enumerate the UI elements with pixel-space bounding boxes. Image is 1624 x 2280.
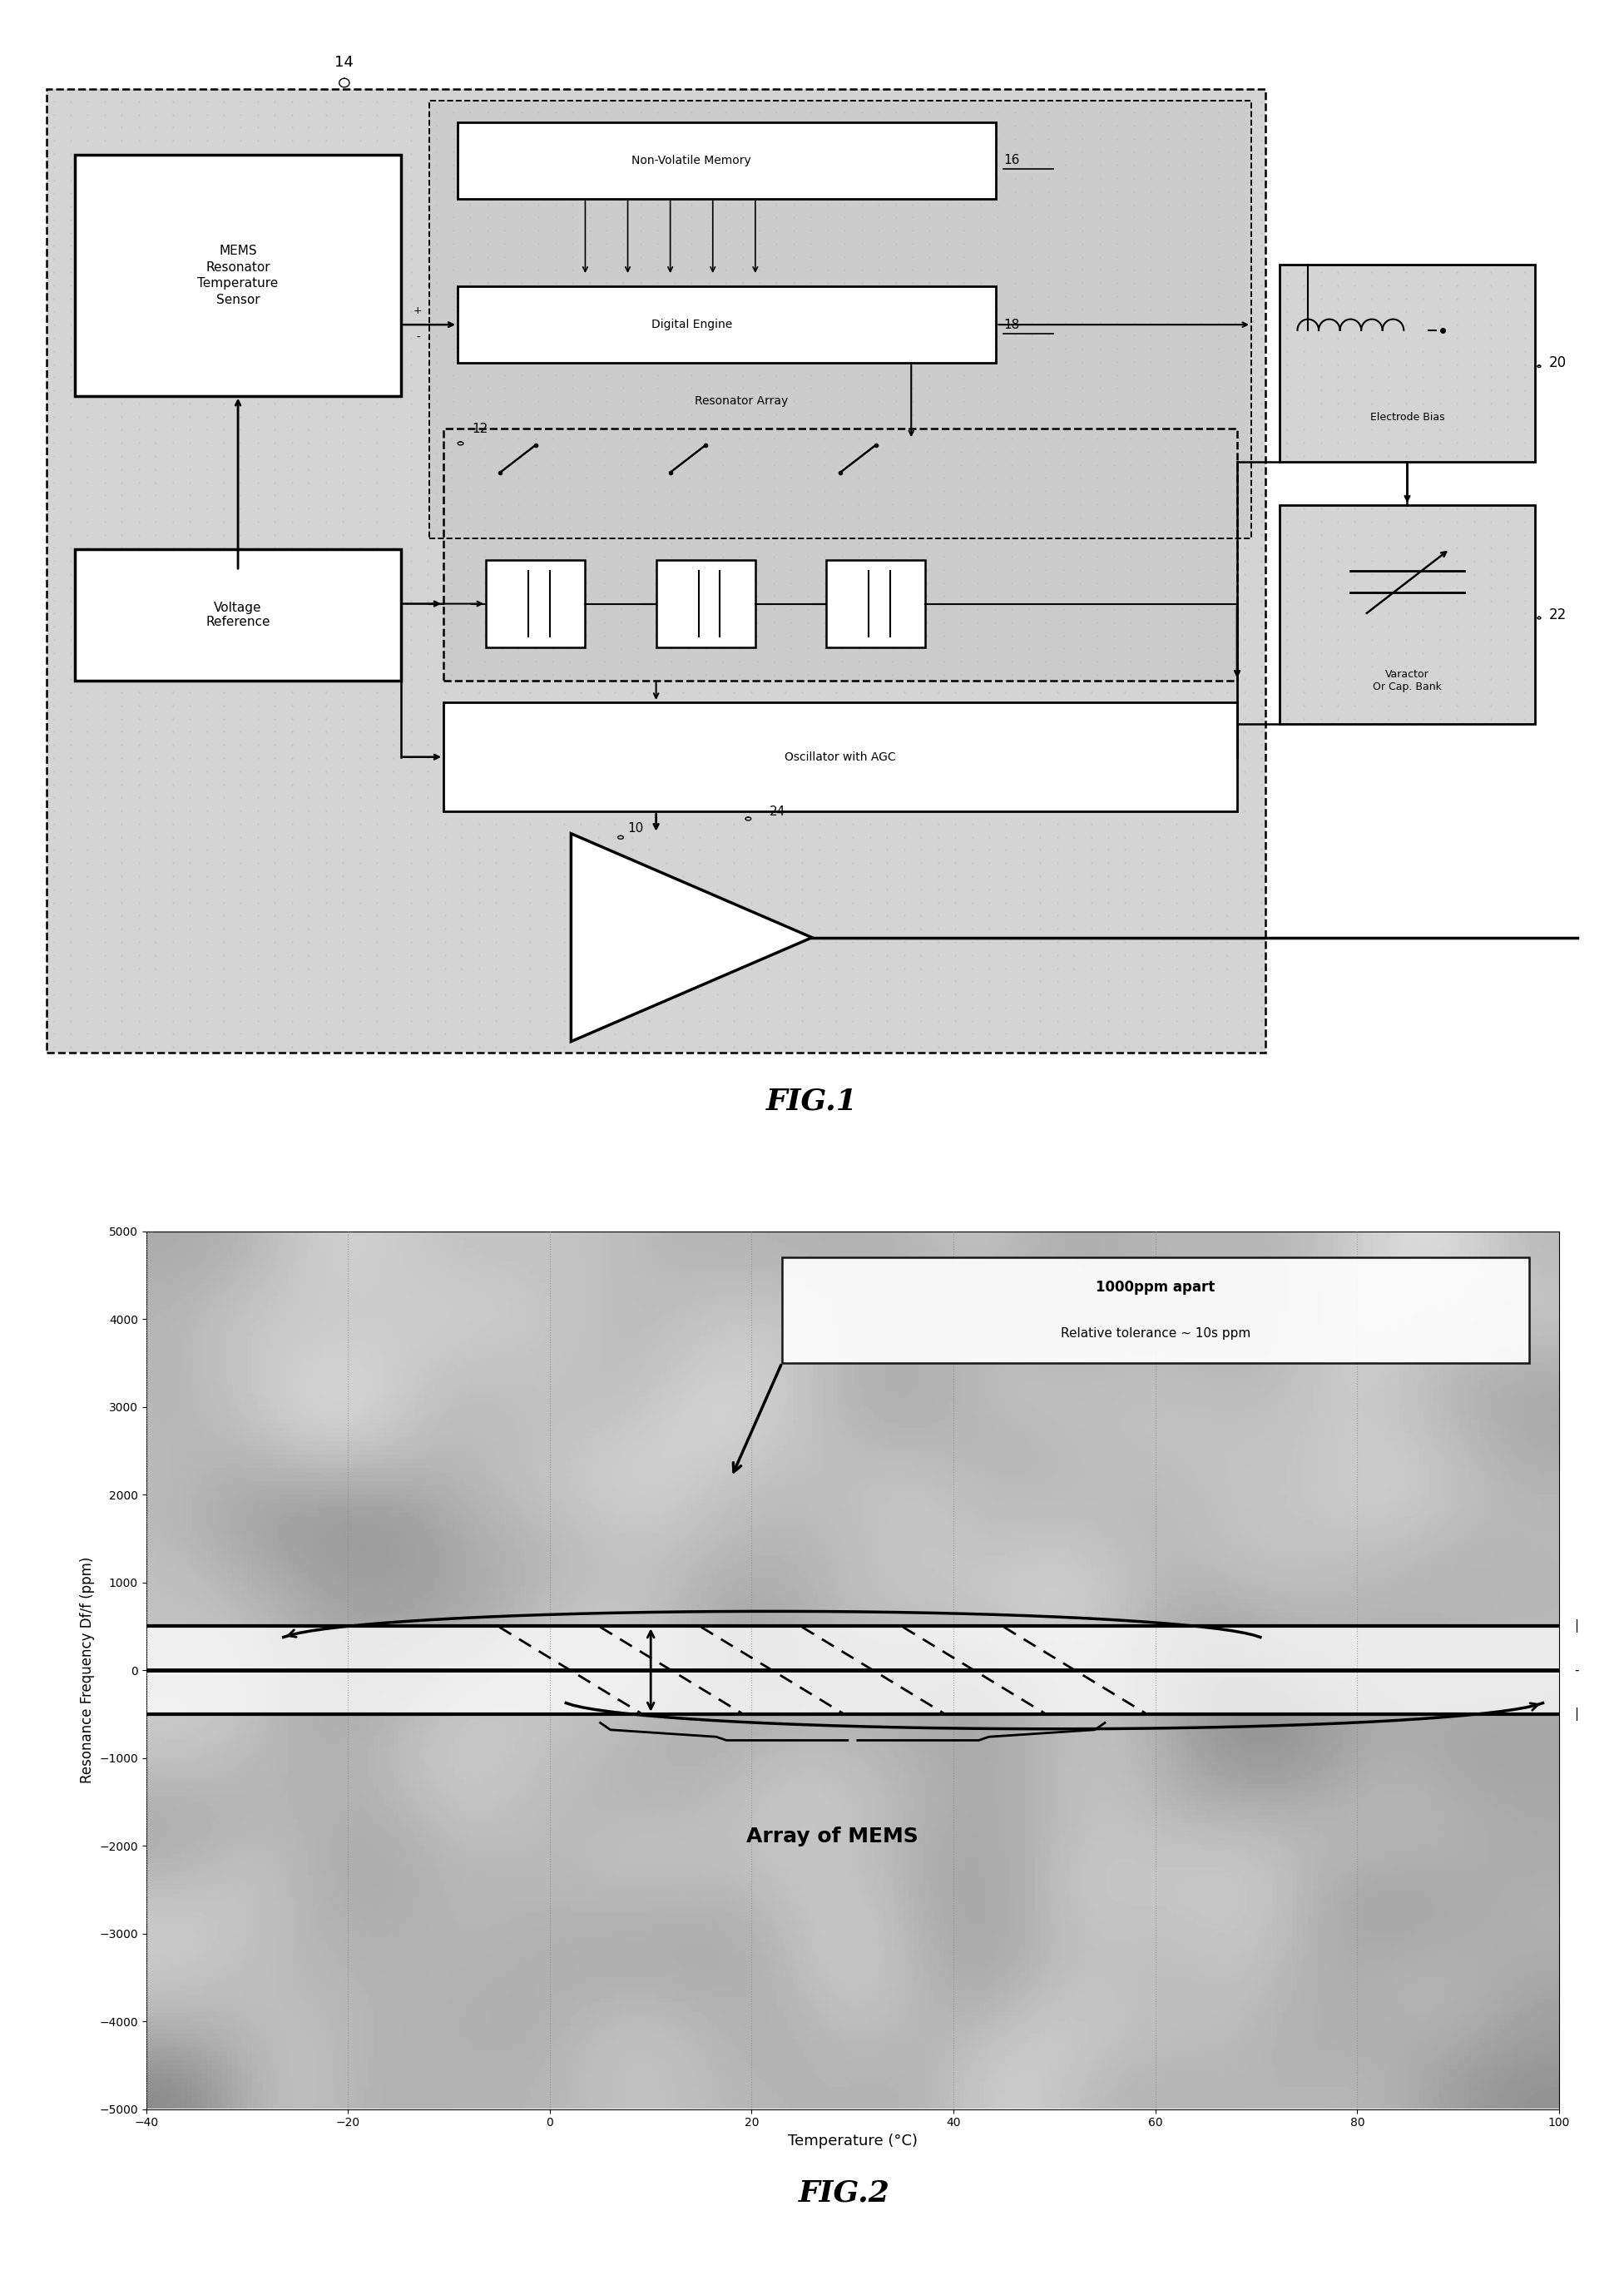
Y-axis label: Resonance Frequency Df/f (ppm): Resonance Frequency Df/f (ppm)	[80, 1557, 94, 1783]
Text: 22: 22	[1549, 606, 1567, 622]
Bar	[429, 100, 1252, 538]
Text: Electrode Bias: Electrode Bias	[1371, 413, 1445, 424]
Text: 18: 18	[1004, 319, 1020, 331]
X-axis label: Temperature (°C): Temperature (°C)	[788, 2134, 918, 2148]
Bar	[827, 561, 926, 648]
Text: 24: 24	[770, 805, 786, 819]
Text: Varactor
Or Cap. Bank: Varactor Or Cap. Bank	[1372, 668, 1442, 693]
Text: 1000ppm apart: 1000ppm apart	[1096, 1279, 1215, 1295]
Bar	[1280, 506, 1535, 725]
Bar	[486, 561, 585, 648]
Bar	[458, 287, 996, 363]
Polygon shape	[572, 834, 812, 1042]
Bar	[47, 89, 1265, 1053]
Text: 16: 16	[1004, 155, 1020, 166]
Text: 12: 12	[473, 422, 487, 435]
Text: |: |	[1574, 1708, 1579, 1721]
Text: |: |	[1574, 1619, 1579, 1632]
Bar	[1280, 506, 1535, 725]
Text: Oscillator with AGC: Oscillator with AGC	[784, 750, 896, 764]
Text: Non-Volatile Memory: Non-Volatile Memory	[632, 155, 752, 166]
Text: MEMS
Resonator
Temperature
Sensor: MEMS Resonator Temperature Sensor	[198, 244, 278, 306]
Bar	[146, 1626, 1559, 1715]
Text: -: -	[416, 333, 421, 344]
FancyBboxPatch shape	[783, 1256, 1528, 1363]
Text: 14: 14	[335, 55, 354, 68]
Text: 10: 10	[628, 821, 643, 834]
Bar	[443, 702, 1237, 812]
Bar	[443, 429, 1237, 679]
Text: 20: 20	[1549, 356, 1567, 369]
Bar	[1280, 264, 1535, 461]
Text: Voltage
Reference: Voltage Reference	[206, 602, 270, 629]
Text: Digital Engine: Digital Engine	[651, 319, 732, 331]
Bar	[656, 561, 755, 648]
Bar	[458, 123, 996, 198]
Bar	[1280, 264, 1535, 461]
Text: Array of MEMS: Array of MEMS	[747, 1826, 919, 1847]
Bar	[75, 155, 401, 397]
Bar	[429, 100, 1252, 538]
Text: FIG.1: FIG.1	[767, 1088, 857, 1115]
Text: +: +	[414, 306, 422, 317]
Bar	[443, 429, 1237, 679]
Bar	[47, 89, 1265, 1053]
Text: Relative tolerance ~ 10s ppm: Relative tolerance ~ 10s ppm	[1060, 1327, 1250, 1341]
Bar	[75, 549, 401, 679]
Text: -: -	[1574, 1664, 1579, 1676]
Text: Resonator Array: Resonator Array	[695, 394, 788, 408]
Text: FIG.2: FIG.2	[799, 2180, 890, 2207]
